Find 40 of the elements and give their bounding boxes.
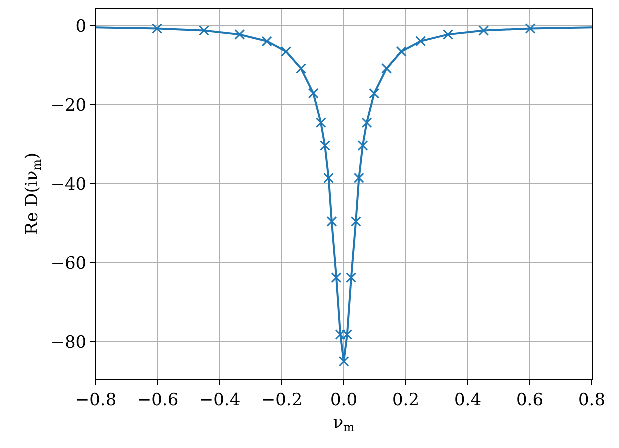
x-tick-label: 0.0 — [330, 390, 358, 410]
x-tick-label: −0.6 — [137, 390, 179, 410]
x-tick-label: −0.4 — [199, 390, 241, 410]
point — [281, 46, 292, 57]
y-tick-label: −60 — [50, 254, 87, 274]
point — [358, 140, 368, 152]
point — [234, 29, 246, 40]
point — [362, 118, 372, 128]
point — [324, 172, 334, 184]
point — [338, 356, 350, 367]
point — [525, 24, 536, 34]
point — [442, 29, 454, 40]
point — [316, 118, 326, 128]
y-tick-label: −80 — [50, 333, 87, 354]
x-tick-label: −0.8 — [75, 390, 117, 410]
point — [416, 36, 426, 47]
point — [308, 88, 319, 99]
x-tick-label: 0.8 — [578, 390, 606, 410]
point — [331, 272, 342, 284]
point — [396, 46, 407, 57]
x-tick-label: 0.2 — [392, 390, 420, 410]
x-axis-title: ν$_{m}$ — [333, 412, 355, 434]
point — [198, 25, 210, 36]
x-tick-label: 0.4 — [454, 390, 482, 410]
y-tick-label: −20 — [50, 96, 87, 116]
y-tick-label: 0 — [76, 16, 87, 37]
y-tick-label: −40 — [50, 175, 87, 196]
point — [320, 140, 330, 152]
point — [354, 172, 364, 184]
x-tick-label: 0.6 — [516, 390, 544, 410]
point — [382, 63, 392, 74]
x-tick-label: −0.2 — [261, 390, 303, 410]
point — [296, 63, 306, 74]
point — [478, 25, 490, 36]
point — [346, 272, 357, 284]
point — [262, 36, 272, 47]
point — [350, 216, 362, 227]
point — [152, 24, 163, 34]
point — [369, 88, 380, 99]
point — [326, 216, 338, 227]
